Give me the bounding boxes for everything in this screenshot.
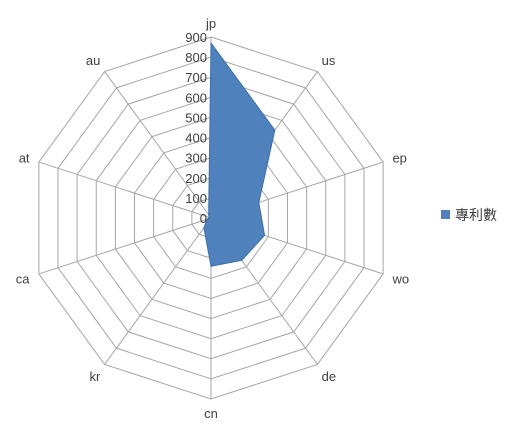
axis-spoke	[104, 217, 212, 365]
legend-swatch	[441, 210, 450, 219]
tick-label: 900	[185, 30, 207, 45]
legend: 專利數	[441, 207, 497, 223]
axis-spoke	[38, 161, 212, 219]
category-label: ep	[392, 151, 406, 166]
category-label: ca	[16, 271, 31, 286]
series-area	[203, 41, 276, 267]
tick-label: 200	[185, 171, 207, 186]
tick-label: 300	[185, 151, 207, 166]
radial-tick-labels: 0 100 200 300 400 500 600 700 800 900	[185, 30, 207, 226]
category-label: de	[322, 369, 336, 384]
tick-label: 0	[200, 211, 207, 226]
legend-label: 專利數	[455, 207, 497, 223]
tick-label: 700	[185, 70, 207, 85]
series-area-group	[203, 41, 276, 267]
tick-label: 500	[185, 110, 207, 125]
category-label: us	[322, 53, 336, 68]
tick-label: 400	[185, 131, 207, 146]
category-label: au	[86, 53, 100, 68]
category-label: at	[19, 151, 30, 166]
tick-label: 600	[185, 90, 207, 105]
axis-spoke	[104, 71, 212, 219]
category-label: wo	[391, 271, 409, 286]
axis-spoke	[38, 217, 212, 275]
category-label: kr	[90, 369, 102, 384]
category-labels: jp us ep wo de cn kr ca at au	[16, 16, 409, 421]
category-label: cn	[204, 406, 218, 421]
category-label: jp	[205, 16, 216, 31]
tick-label: 100	[185, 191, 207, 206]
tick-label: 800	[185, 50, 207, 65]
